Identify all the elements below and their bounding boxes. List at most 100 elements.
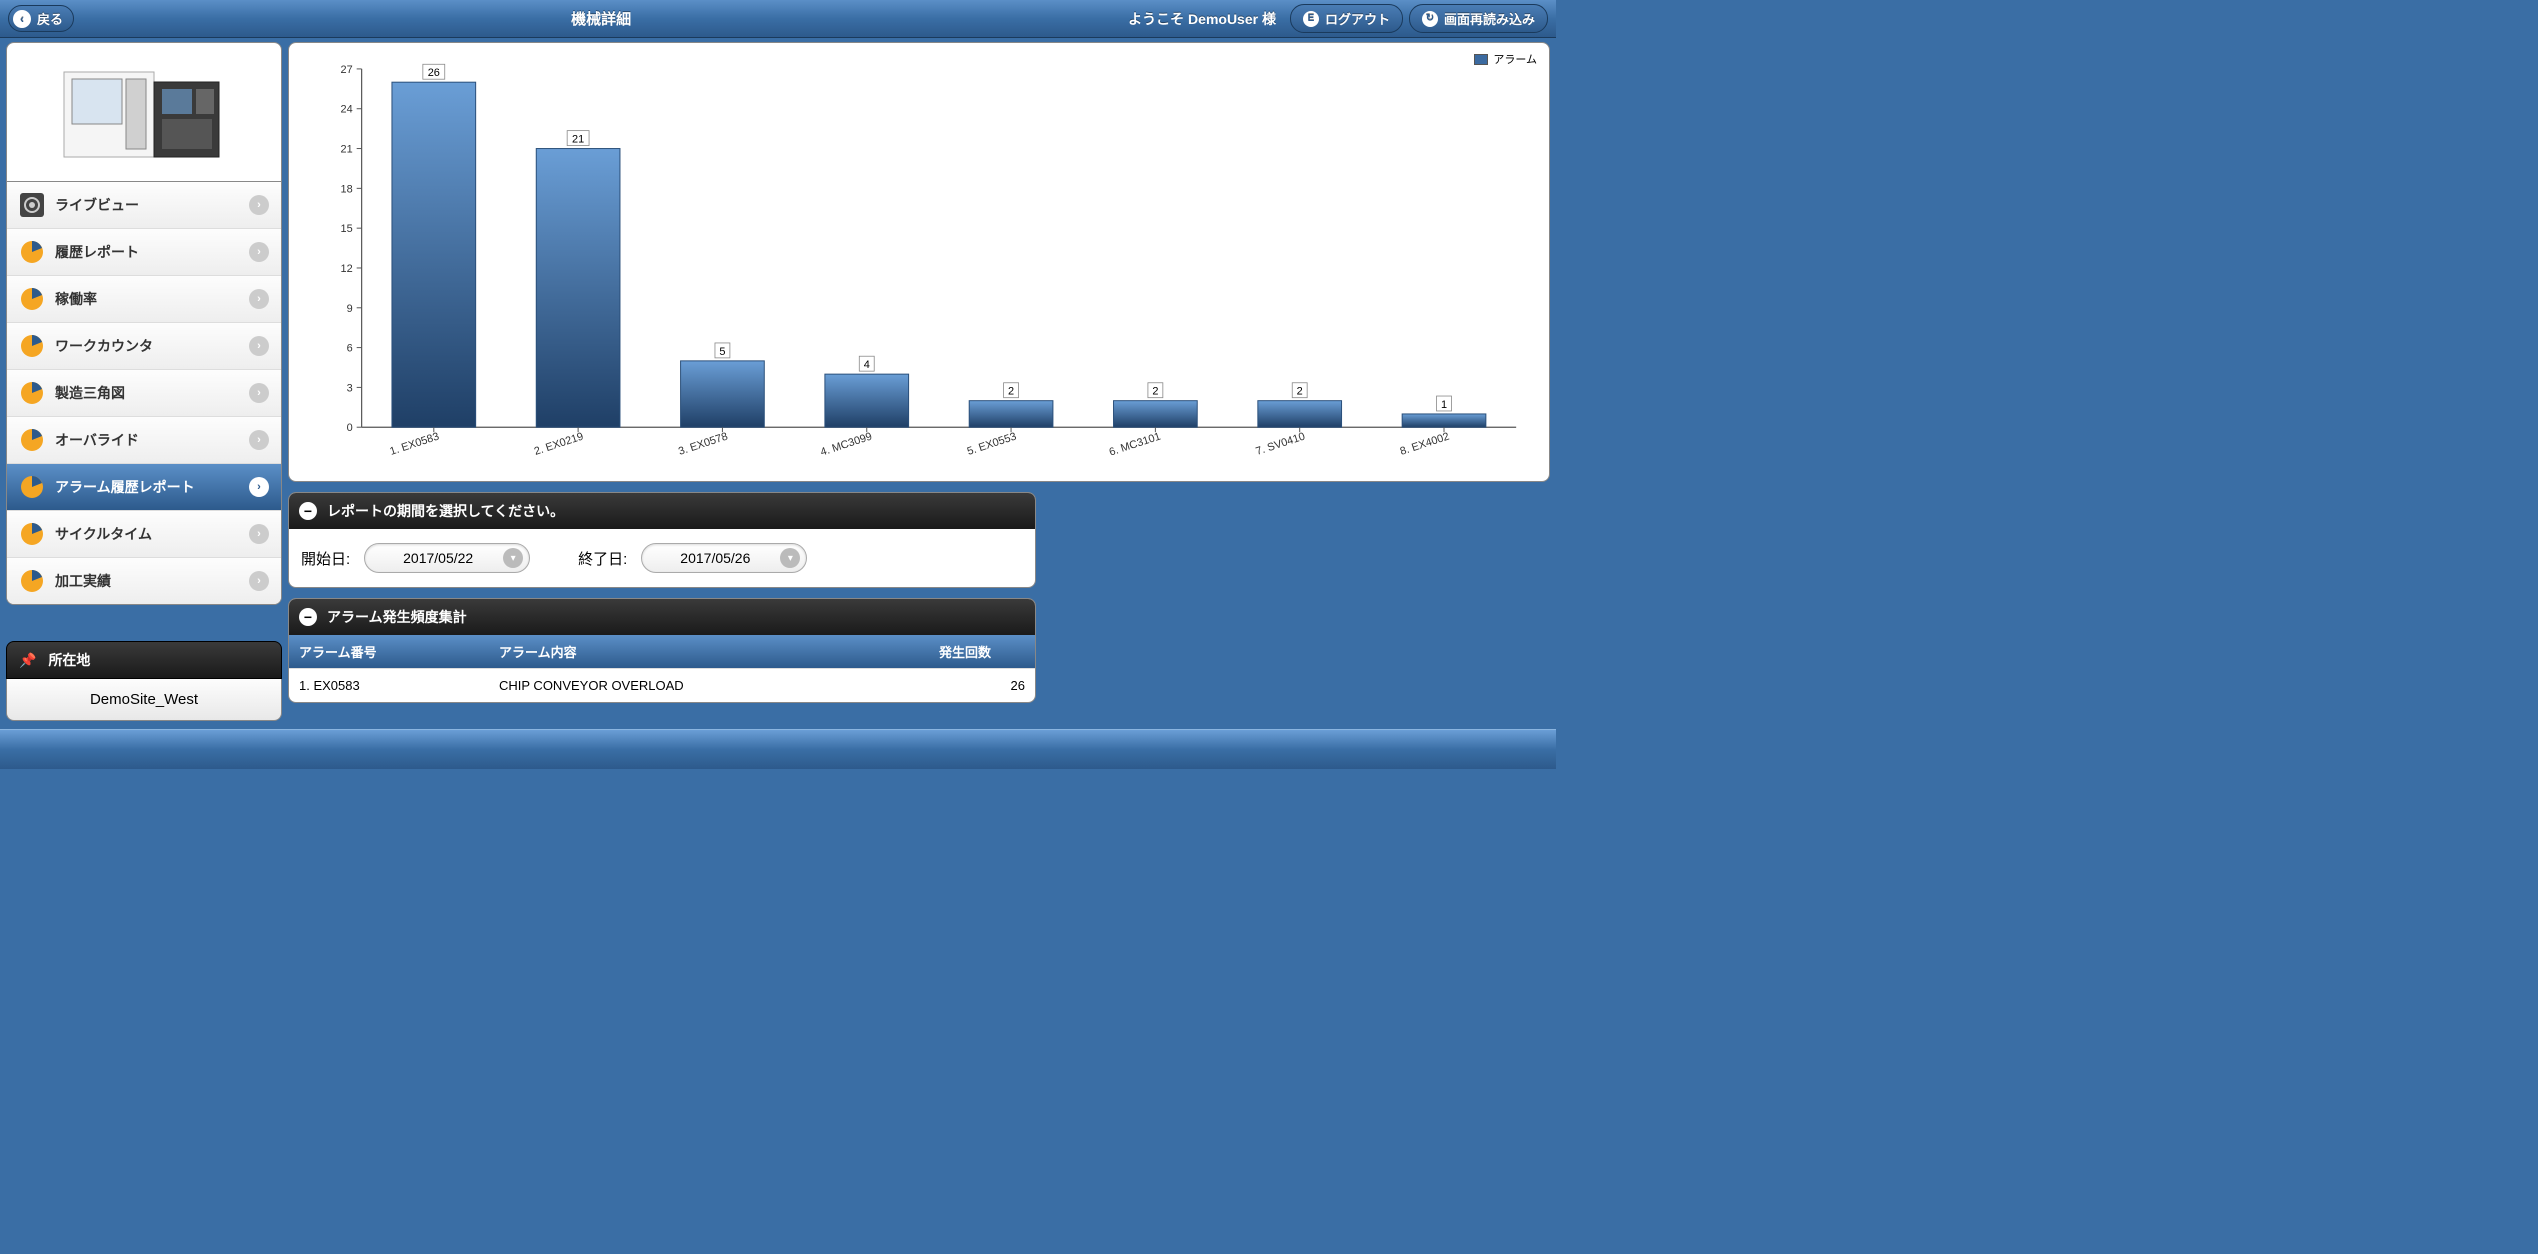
reload-label: 画面再読み込み [1444, 9, 1535, 28]
end-date-label: 終了日: [578, 548, 627, 569]
period-panel-body: 開始日: 2017/05/22 ▾ 終了日: 2017/05/26 ▾ [289, 529, 1035, 587]
dropdown-icon: ▾ [780, 548, 800, 568]
table-header: アラーム番号 アラーム内容 発生回数 [289, 635, 1035, 668]
dropdown-icon: ▾ [503, 548, 523, 568]
sidebar-item-label: 稼働率 [55, 289, 249, 309]
svg-text:3: 3 [347, 382, 353, 394]
machine-image [6, 42, 282, 182]
sidebar-item-label: アラーム履歴レポート [55, 477, 249, 497]
sidebar-item-label: サイクルタイム [55, 524, 249, 544]
legend-swatch [1474, 54, 1488, 65]
back-label: 戻る [37, 9, 63, 28]
pin-icon: 📌 [19, 652, 36, 669]
start-date-picker[interactable]: 2017/05/22 ▾ [364, 543, 530, 573]
sidebar-item-1[interactable]: 履歴レポート› [7, 228, 281, 275]
table-col-alarm-no: アラーム番号 [289, 635, 489, 668]
period-panel-header[interactable]: − レポートの期間を選択してください。 [289, 493, 1035, 529]
reload-button[interactable]: ↻ 画面再読み込み [1409, 4, 1548, 33]
svg-text:7. SV0410: 7. SV0410 [1254, 431, 1306, 458]
footer [0, 729, 1556, 769]
end-date-picker[interactable]: 2017/05/26 ▾ [641, 543, 807, 573]
pie-chart-icon [19, 427, 45, 453]
svg-text:4: 4 [864, 359, 870, 371]
svg-text:6: 6 [347, 343, 353, 355]
header: ‹ 戻る 機械詳細 ようこそ DemoUser 様 E ログアウト ↻ 画面再読… [0, 0, 1556, 38]
sidebar-item-label: 加工実績 [55, 571, 249, 591]
location-header: 📌 所在地 [6, 641, 282, 679]
sidebar-item-2[interactable]: 稼働率› [7, 275, 281, 322]
sidebar-item-label: 製造三角図 [55, 383, 249, 403]
sidebar-item-label: 履歴レポート [55, 242, 249, 262]
cell-count: 26 [895, 669, 1035, 702]
pie-chart-icon [19, 239, 45, 265]
logout-button[interactable]: E ログアウト [1290, 4, 1403, 33]
sidebar-item-4[interactable]: 製造三角図› [7, 369, 281, 416]
chevron-right-icon: › [249, 195, 269, 215]
collapse-icon: − [299, 608, 317, 626]
collapse-icon: − [299, 502, 317, 520]
chevron-right-icon: › [249, 242, 269, 262]
sidebar-item-label: オーバライド [55, 430, 249, 450]
main-content: アラーム 0369121518212427261. EX0583212. EX0… [288, 38, 1556, 729]
sidebar-item-3[interactable]: ワークカウンタ› [7, 322, 281, 369]
chevron-right-icon: › [249, 571, 269, 591]
sidebar-item-0[interactable]: ライブビュー› [7, 182, 281, 228]
sidebar-item-label: ライブビュー [55, 195, 249, 215]
pie-chart-icon [19, 521, 45, 547]
svg-text:24: 24 [341, 104, 353, 116]
svg-text:12: 12 [341, 263, 353, 275]
chevron-right-icon: › [249, 289, 269, 309]
pie-chart-icon [19, 380, 45, 406]
pie-chart-icon [19, 568, 45, 594]
svg-text:27: 27 [341, 64, 353, 76]
svg-text:8. EX4002: 8. EX4002 [1399, 431, 1451, 458]
reload-icon: ↻ [1422, 11, 1438, 27]
logout-label: ログアウト [1325, 9, 1390, 28]
table-col-alarm-content: アラーム内容 [489, 635, 895, 668]
summary-panel-header[interactable]: − アラーム発生頻度集計 [289, 599, 1035, 635]
summary-panel: − アラーム発生頻度集計 アラーム番号 アラーム内容 発生回数 1. EX058… [288, 598, 1036, 703]
cell-alarm-content: CHIP CONVEYOR OVERLOAD [489, 669, 895, 702]
svg-text:2: 2 [1152, 386, 1158, 398]
svg-text:4. MC3099: 4. MC3099 [819, 431, 874, 459]
chevron-right-icon: › [249, 383, 269, 403]
svg-text:6. MC3101: 6. MC3101 [1108, 431, 1163, 459]
svg-text:3. EX0578: 3. EX0578 [677, 431, 729, 458]
pie-chart-icon [19, 286, 45, 312]
table-col-count: 発生回数 [895, 635, 1035, 668]
gear-icon [19, 192, 45, 218]
svg-text:2: 2 [1297, 386, 1303, 398]
svg-text:2: 2 [1008, 386, 1014, 398]
logout-icon: E [1303, 11, 1319, 27]
back-button[interactable]: ‹ 戻る [8, 5, 74, 32]
svg-text:9: 9 [347, 303, 353, 315]
sidebar-item-8[interactable]: 加工実績› [7, 557, 281, 604]
svg-text:1: 1 [1441, 399, 1447, 411]
svg-text:18: 18 [341, 183, 353, 195]
welcome-text: ようこそ DemoUser 様 [1128, 9, 1276, 29]
location-value[interactable]: DemoSite_West [6, 679, 282, 721]
chevron-right-icon: › [249, 430, 269, 450]
end-date-value: 2017/05/26 [660, 550, 770, 566]
svg-text:5. EX0553: 5. EX0553 [966, 431, 1018, 458]
location-panel: 📌 所在地 DemoSite_West [6, 641, 282, 721]
pie-chart-icon [19, 474, 45, 500]
alarm-chart: アラーム 0369121518212427261. EX0583212. EX0… [288, 42, 1550, 482]
svg-text:26: 26 [428, 67, 440, 79]
sidebar: ライブビュー›履歴レポート›稼働率›ワークカウンタ›製造三角図›オーバライド›ア… [0, 38, 288, 729]
sidebar-item-5[interactable]: オーバライド› [7, 416, 281, 463]
start-date-value: 2017/05/22 [383, 550, 493, 566]
bar-chart-svg: 0369121518212427261. EX0583212. EX021953… [297, 51, 1541, 473]
table-row[interactable]: 1. EX0583CHIP CONVEYOR OVERLOAD26 [289, 668, 1035, 702]
sidebar-item-6[interactable]: アラーム履歴レポート› [7, 463, 281, 510]
svg-text:15: 15 [341, 223, 353, 235]
start-date-label: 開始日: [301, 548, 350, 569]
svg-text:21: 21 [341, 144, 353, 156]
summary-panel-title: アラーム発生頻度集計 [327, 607, 467, 627]
pie-chart-icon [19, 333, 45, 359]
chevron-right-icon: › [249, 524, 269, 544]
chevron-right-icon: › [249, 477, 269, 497]
machine-illustration-icon [54, 57, 234, 167]
page-title: 機械詳細 [74, 8, 1128, 29]
sidebar-item-7[interactable]: サイクルタイム› [7, 510, 281, 557]
